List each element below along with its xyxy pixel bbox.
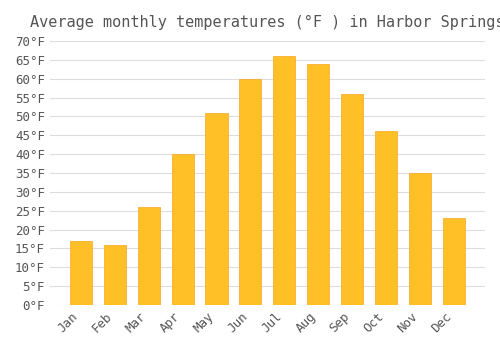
Bar [409, 173, 432, 305]
Bar [172, 154, 194, 305]
Bar [138, 207, 160, 305]
Bar [104, 245, 126, 305]
Bar [274, 56, 295, 305]
Bar [70, 241, 92, 305]
Title: Average monthly temperatures (°F ) in Harbor Springs: Average monthly temperatures (°F ) in Ha… [30, 15, 500, 30]
Bar [443, 218, 465, 305]
Bar [240, 79, 262, 305]
Bar [342, 94, 363, 305]
Bar [308, 64, 330, 305]
Bar [206, 113, 228, 305]
Bar [375, 132, 398, 305]
